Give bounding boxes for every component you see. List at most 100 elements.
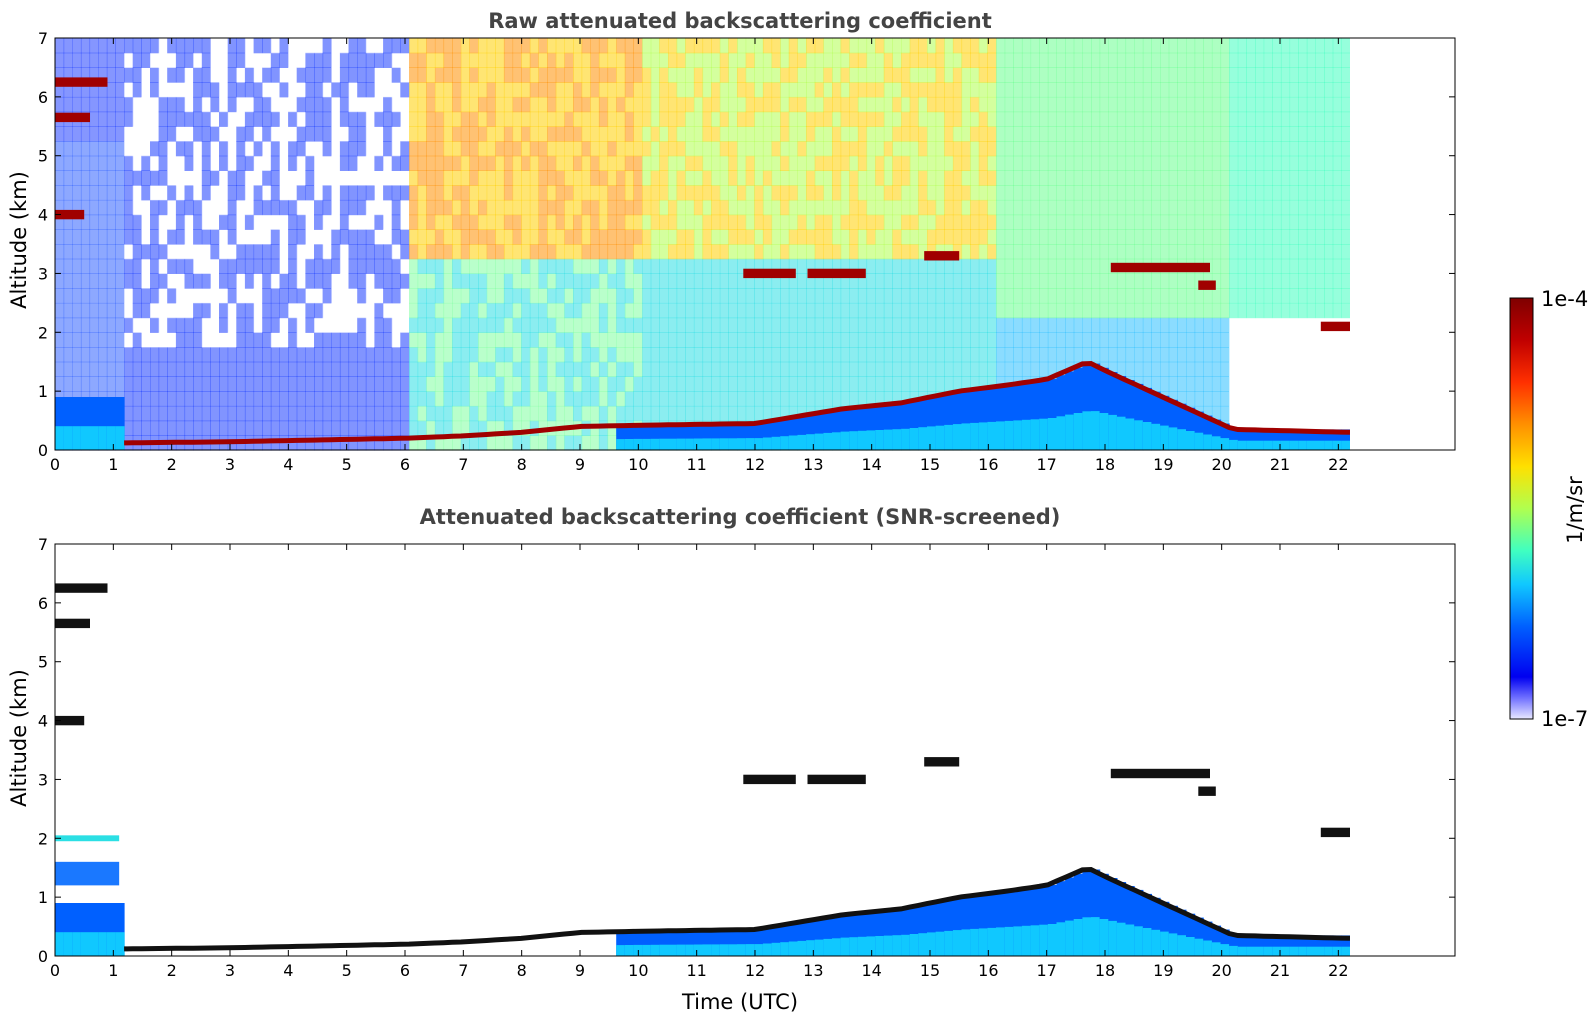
- heatmap-cell: [650, 96, 660, 113]
- heatmap-cell: [167, 244, 177, 260]
- heatmap-cell: [1246, 155, 1256, 171]
- heatmap-cell: [987, 96, 997, 113]
- heatmap-cell: [322, 435, 332, 451]
- heatmap-cell: [1229, 332, 1239, 348]
- heatmap-cell: [849, 317, 859, 333]
- heatmap-cell: [1237, 332, 1247, 348]
- heatmap-cell: [1186, 214, 1196, 230]
- aerosol-cell: [806, 920, 816, 956]
- heatmap-cell: [495, 155, 505, 171]
- heatmap-cell: [1099, 258, 1109, 274]
- heatmap-cell: [219, 82, 229, 98]
- aerosol-core-cell: [89, 932, 99, 956]
- heatmap-cell: [322, 229, 332, 245]
- heatmap-cell: [1272, 96, 1282, 113]
- heatmap-cell: [1013, 229, 1023, 245]
- heatmap-cell: [1065, 258, 1075, 274]
- heatmap-cell: [1332, 155, 1342, 171]
- heatmap-cell: [693, 229, 704, 245]
- heatmap-cell: [1272, 185, 1282, 201]
- aerosol-core-cell: [1168, 933, 1178, 956]
- heatmap-cell: [693, 273, 704, 289]
- heatmap-cell: [780, 199, 790, 216]
- heatmap-cell: [512, 332, 522, 348]
- heatmap-cell: [1047, 52, 1057, 68]
- heatmap-cell: [607, 141, 617, 157]
- heatmap-cell: [443, 82, 453, 98]
- heatmap-cell: [659, 82, 669, 98]
- aerosol-core-cell: [650, 944, 660, 956]
- heatmap-cell: [469, 96, 479, 113]
- heatmap-cell: [1108, 244, 1118, 260]
- heatmap-cell: [1013, 214, 1023, 230]
- heatmap-cell: [63, 214, 73, 230]
- heatmap-cell: [400, 52, 410, 68]
- heatmap-cell: [616, 38, 626, 54]
- colorbar-min-label: 1e-7: [1541, 707, 1588, 731]
- heatmap-cell: [814, 317, 824, 333]
- heatmap-cell: [685, 317, 695, 333]
- aerosol-cell: [780, 925, 790, 956]
- heatmap-cell: [244, 405, 255, 422]
- heatmap-cell: [391, 332, 401, 348]
- heatmap-cell: [434, 185, 445, 201]
- heatmap-cell: [288, 258, 298, 274]
- heatmap-cell: [1280, 332, 1291, 348]
- heatmap-cell: [89, 96, 99, 113]
- heatmap-cell: [348, 96, 358, 113]
- aerosol-core-cell: [1073, 919, 1083, 956]
- heatmap-cell: [322, 214, 332, 230]
- heatmap-cell: [1056, 170, 1066, 186]
- heatmap-cell: [55, 199, 65, 216]
- aerosol-cell: [616, 931, 626, 956]
- heatmap-cell: [944, 317, 954, 333]
- heatmap-cell: [866, 273, 876, 289]
- heatmap-cell: [1237, 376, 1247, 392]
- heatmap-cell: [1082, 302, 1092, 319]
- heatmap-cell: [952, 82, 963, 98]
- heatmap-cell: [434, 391, 445, 407]
- y-tick-label: 6: [38, 88, 48, 107]
- heatmap-cell: [935, 229, 945, 245]
- heatmap-cell: [883, 244, 893, 260]
- heatmap-cell: [547, 199, 557, 216]
- heatmap-cell: [132, 82, 142, 98]
- heatmap-cell: [685, 244, 695, 260]
- heatmap-cell: [434, 67, 445, 83]
- heatmap-cell: [668, 229, 678, 245]
- heatmap-cell: [1151, 288, 1161, 304]
- heatmap-cell: [409, 376, 419, 392]
- heatmap-cell: [357, 302, 367, 319]
- heatmap-cell: [1324, 96, 1334, 113]
- heatmap-cell: [1091, 258, 1101, 274]
- heatmap-cell: [780, 361, 790, 377]
- heatmap-cell: [521, 376, 531, 392]
- heatmap-cell: [1065, 288, 1075, 304]
- heatmap-cell: [1211, 302, 1222, 319]
- heatmap-cell: [1229, 185, 1239, 201]
- heatmap-cell: [219, 111, 229, 127]
- heatmap-cell: [762, 111, 773, 127]
- heatmap-cell: [124, 82, 134, 98]
- heatmap-cell: [737, 302, 747, 319]
- aerosol-core-cell: [1021, 419, 1032, 450]
- heatmap-cell: [538, 155, 548, 171]
- heatmap-cell: [624, 82, 634, 98]
- heatmap-cell: [573, 317, 583, 333]
- heatmap-cell: [1341, 361, 1351, 377]
- heatmap-cell: [1315, 38, 1325, 54]
- heatmap-cell: [1272, 38, 1282, 54]
- heatmap-cell: [1108, 170, 1118, 186]
- heatmap-cell: [1021, 317, 1032, 333]
- heatmap-cell: [1289, 420, 1299, 436]
- cloud-layer: [743, 268, 796, 279]
- heatmap-cell: [236, 111, 246, 127]
- heatmap-cell: [806, 273, 816, 289]
- heatmap-cell: [996, 96, 1006, 113]
- heatmap-cell: [901, 126, 911, 142]
- heatmap-cell: [253, 111, 263, 127]
- heatmap-cell: [158, 214, 168, 230]
- heatmap-cell: [89, 258, 99, 274]
- residual-layer: [55, 861, 120, 886]
- heatmap-cell: [624, 361, 634, 377]
